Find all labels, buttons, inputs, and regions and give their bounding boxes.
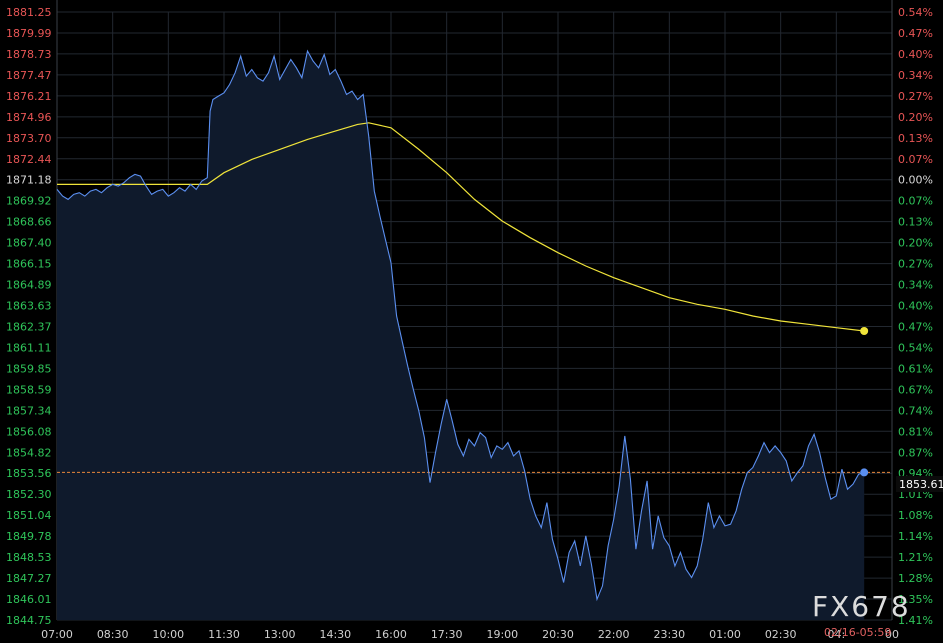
x-tick-label: 22:00 <box>598 628 630 641</box>
pct-tick-label: 0.47% <box>898 320 933 333</box>
y-tick-label: 1864.89 <box>6 279 52 292</box>
y-tick-label: 1876.21 <box>6 90 52 103</box>
y-tick-label: 1849.78 <box>6 530 52 543</box>
x-tick-label: 02:30 <box>765 628 797 641</box>
y-tick-label: 1873.70 <box>6 132 52 145</box>
x-tick-label: 08:30 <box>97 628 129 641</box>
x-tick-label: 04: <box>827 628 845 641</box>
y-tick-label: 1866.15 <box>6 258 52 271</box>
x-tick-label: 20:30 <box>542 628 574 641</box>
y-tick-label: 1853.56 <box>6 467 52 480</box>
pct-tick-label: 0.20% <box>898 111 933 124</box>
y-tick-label: 1869.92 <box>6 195 52 208</box>
y-tick-label: 1877.47 <box>6 69 52 82</box>
pct-tick-label: 0.00% <box>898 174 933 187</box>
y-tick-label: 1851.04 <box>6 509 52 522</box>
x-tick-label: 10:00 <box>152 628 184 641</box>
pct-tick-label: 0.07% <box>898 153 933 166</box>
y-tick-label: 1861.11 <box>6 341 52 354</box>
x-tick-label: 13:00 <box>264 628 296 641</box>
y-tick-label: 1859.85 <box>6 362 52 375</box>
pct-tick-label: 0.20% <box>898 237 933 250</box>
last-price-tag <box>896 476 943 492</box>
y-tick-label: 1856.08 <box>6 425 52 438</box>
pct-tick-label: 0.27% <box>898 90 933 103</box>
price-axis-left: 1881.25 1879.99 1878.73 1877.47 1876.21 1874.… <box>6 6 52 627</box>
y-tick-label: 1871.18 <box>6 174 52 187</box>
pct-tick-label: 0.47% <box>898 27 933 40</box>
watermark-logo: FX678 <box>812 590 911 623</box>
pct-tick-label: 0.40% <box>898 300 933 313</box>
last-price-value: 1853.61 <box>899 478 943 491</box>
y-tick-label: 1867.40 <box>6 237 52 250</box>
pct-tick-label: 0.34% <box>898 279 933 292</box>
timestamp-label: 02/16-05:59 <box>824 626 891 639</box>
pct-tick-label: 1.28% <box>898 572 933 585</box>
x-tick-label: 14:30 <box>319 628 351 641</box>
pct-tick-label: 0.67% <box>898 383 933 396</box>
y-tick-label: 1879.99 <box>6 27 52 40</box>
pct-tick-label: 0.13% <box>898 216 933 229</box>
pct-tick-label: 0.81% <box>898 425 933 438</box>
pct-tick-label: 0.87% <box>898 446 933 459</box>
pct-tick-label: 0.27% <box>898 258 933 271</box>
pct-tick-label: 1.41% <box>898 614 933 627</box>
pct-tick-label: 1.21% <box>898 551 933 564</box>
pct-tick-label: 0.61% <box>898 362 933 375</box>
y-tick-label: 1863.63 <box>6 300 52 313</box>
x-tick-label: 00 <box>885 628 899 641</box>
y-tick-label: 1862.37 <box>6 320 52 333</box>
price-area-fill <box>57 51 865 621</box>
y-tick-label: 1874.96 <box>6 111 52 124</box>
pct-tick-label: 0.54% <box>898 6 933 19</box>
y-tick-label: 1847.27 <box>6 572 52 585</box>
y-tick-label: 1846.01 <box>6 593 52 606</box>
y-tick-label: 1881.25 <box>6 6 52 19</box>
x-tick-label: 17:30 <box>431 628 463 641</box>
y-tick-label: 1848.53 <box>6 551 52 564</box>
pct-tick-label: 0.74% <box>898 404 933 417</box>
pct-tick-label: 1.35% <box>898 593 933 606</box>
y-tick-label: 1854.82 <box>6 446 52 459</box>
average-line <box>57 122 865 332</box>
pct-tick-label: 1.08% <box>898 509 933 522</box>
y-tick-label: 1857.34 <box>6 404 52 417</box>
price-line <box>56 49 865 602</box>
x-tick-label: 01:00 <box>709 628 741 641</box>
y-tick-label: 1858.59 <box>6 383 52 396</box>
pct-tick-label: 0.54% <box>898 341 933 354</box>
y-tick-label: 1844.75 <box>6 614 52 627</box>
pct-tick-label: 1.14% <box>898 530 933 543</box>
pct-tick-label: 0.40% <box>898 48 933 61</box>
y-tick-label: 1852.30 <box>6 488 52 501</box>
x-tick-label: 23:30 <box>653 628 685 641</box>
y-tick-label: 1868.66 <box>6 216 52 229</box>
pct-tick-label: 0.07% <box>898 195 933 208</box>
y-tick-label: 1878.73 <box>6 48 52 61</box>
x-tick-label: 16:00 <box>375 628 407 641</box>
price-end-marker <box>860 468 869 477</box>
y-tick-label: 1872.44 <box>6 153 52 166</box>
percent-axis-right: 0.54% 0.47% 0.40% 0.34% 0.27% 0.20% 0.13% 0.07%… <box>898 6 933 627</box>
time-axis: 07:00 08:30 10:00 11:30 13:00 14:30 16:00 17:30… <box>41 628 899 641</box>
average-end-marker <box>860 326 869 335</box>
x-tick-label: 07:00 <box>41 628 73 641</box>
pct-tick-label: 0.13% <box>898 132 933 145</box>
x-tick-label: 11:30 <box>208 628 240 641</box>
x-tick-label: 19:00 <box>486 628 518 641</box>
pct-tick-label: 0.34% <box>898 69 933 82</box>
